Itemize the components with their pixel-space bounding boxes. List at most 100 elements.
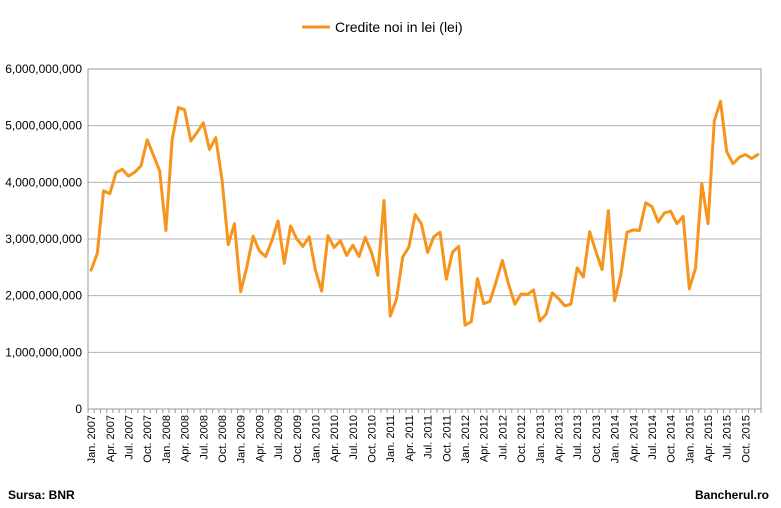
data-point	[644, 201, 647, 204]
x-tick-label: Apr. 2007	[105, 415, 117, 462]
data-point	[395, 298, 398, 301]
x-tick-label: Apr. 2014	[628, 415, 640, 462]
source-note: Sursa: BNR	[8, 488, 75, 502]
x-tick-label: Jul. 2010	[348, 415, 360, 460]
data-point	[532, 289, 535, 291]
brand-label: Bancherul.ro	[694, 488, 769, 502]
data-point	[750, 157, 753, 160]
data-point	[719, 100, 722, 103]
data-point	[401, 256, 404, 259]
data-point	[301, 245, 304, 248]
data-point	[326, 234, 329, 237]
data-point	[669, 210, 672, 213]
data-point	[177, 106, 180, 109]
data-point	[351, 244, 354, 247]
data-point	[345, 254, 348, 257]
data-point	[576, 266, 579, 269]
series-points	[90, 100, 759, 327]
data-point	[189, 139, 192, 142]
data-point	[688, 287, 691, 290]
data-point	[551, 291, 554, 294]
data-point	[588, 230, 591, 233]
x-tick-label: Apr. 2015	[703, 415, 715, 462]
x-tick-label: Jan. 2011	[385, 415, 397, 463]
data-point	[513, 303, 516, 306]
data-point	[557, 297, 560, 300]
x-tick-label: Jan. 2007	[86, 415, 98, 463]
data-point	[738, 156, 741, 159]
data-point	[370, 251, 373, 254]
data-point	[127, 175, 130, 178]
y-tick-label: 0	[75, 402, 82, 416]
x-tick-label: Oct. 2008	[217, 415, 229, 463]
data-point	[457, 245, 460, 248]
x-tick-label: Jul. 2008	[198, 415, 210, 460]
data-point	[626, 231, 629, 234]
data-point	[426, 251, 429, 254]
x-tick-label: Apr. 2008	[180, 415, 192, 462]
data-point	[744, 153, 747, 156]
x-tick-label: Oct. 2009	[292, 415, 304, 463]
data-point	[526, 293, 529, 296]
data-point	[582, 275, 585, 278]
data-point	[470, 320, 473, 323]
data-point	[227, 243, 230, 246]
data-point	[607, 209, 610, 212]
x-tick-label: Oct. 2010	[367, 415, 379, 463]
data-point	[414, 213, 417, 216]
data-point	[339, 239, 342, 242]
x-tick-label: Apr. 2011	[404, 415, 416, 461]
data-point	[420, 222, 423, 225]
data-point	[220, 178, 223, 181]
data-point	[115, 171, 118, 174]
data-point	[133, 171, 136, 174]
data-point	[713, 120, 716, 123]
data-point	[121, 168, 124, 171]
data-point	[214, 136, 217, 139]
data-point	[638, 229, 641, 232]
data-point	[594, 250, 597, 253]
data-point	[476, 277, 479, 280]
data-point	[545, 313, 548, 316]
x-tick-label: Jan. 2009	[236, 415, 248, 463]
data-point	[208, 148, 211, 151]
x-tick-label: Apr. 2013	[553, 415, 565, 462]
data-point	[196, 131, 199, 134]
x-tick-label: Jul. 2013	[572, 415, 584, 460]
data-point	[663, 211, 666, 214]
data-point	[707, 222, 710, 225]
data-point	[382, 199, 385, 202]
data-point	[495, 280, 498, 283]
data-point	[139, 164, 142, 167]
legend-label: Credite noi in lei (lei)	[335, 19, 463, 35]
data-point	[320, 290, 323, 293]
y-tick-label: 4,000,000,000	[5, 175, 82, 189]
data-point	[700, 182, 703, 185]
data-point	[682, 215, 685, 218]
data-point	[632, 228, 635, 231]
x-tick-label: Jan. 2013	[535, 415, 547, 463]
y-tick-label: 6,000,000,000	[5, 62, 82, 76]
data-point	[283, 262, 286, 265]
data-point	[725, 150, 728, 153]
data-point	[407, 245, 410, 248]
data-point	[289, 224, 292, 227]
data-point	[601, 268, 604, 271]
data-point	[569, 303, 572, 306]
data-point	[146, 138, 149, 141]
data-point	[756, 153, 759, 156]
data-point	[252, 235, 255, 238]
x-tick-label: Jan. 2008	[161, 415, 173, 463]
data-point	[451, 251, 454, 254]
data-point	[520, 292, 523, 295]
data-point	[314, 269, 317, 272]
y-tick-label: 2,000,000,000	[5, 289, 82, 303]
x-axis-tick-labels: Jan. 2007 Apr. 2007 Jul. 2007 Oct. 2007 Jan.…	[86, 415, 752, 463]
data-point	[183, 108, 186, 111]
x-tick-label: Jul. 2014	[647, 415, 659, 460]
data-point	[258, 249, 261, 252]
x-tick-label: Apr. 2012	[479, 415, 491, 462]
data-point	[501, 259, 504, 262]
x-tick-label: Jan. 2010	[310, 415, 322, 463]
data-point	[650, 205, 653, 208]
